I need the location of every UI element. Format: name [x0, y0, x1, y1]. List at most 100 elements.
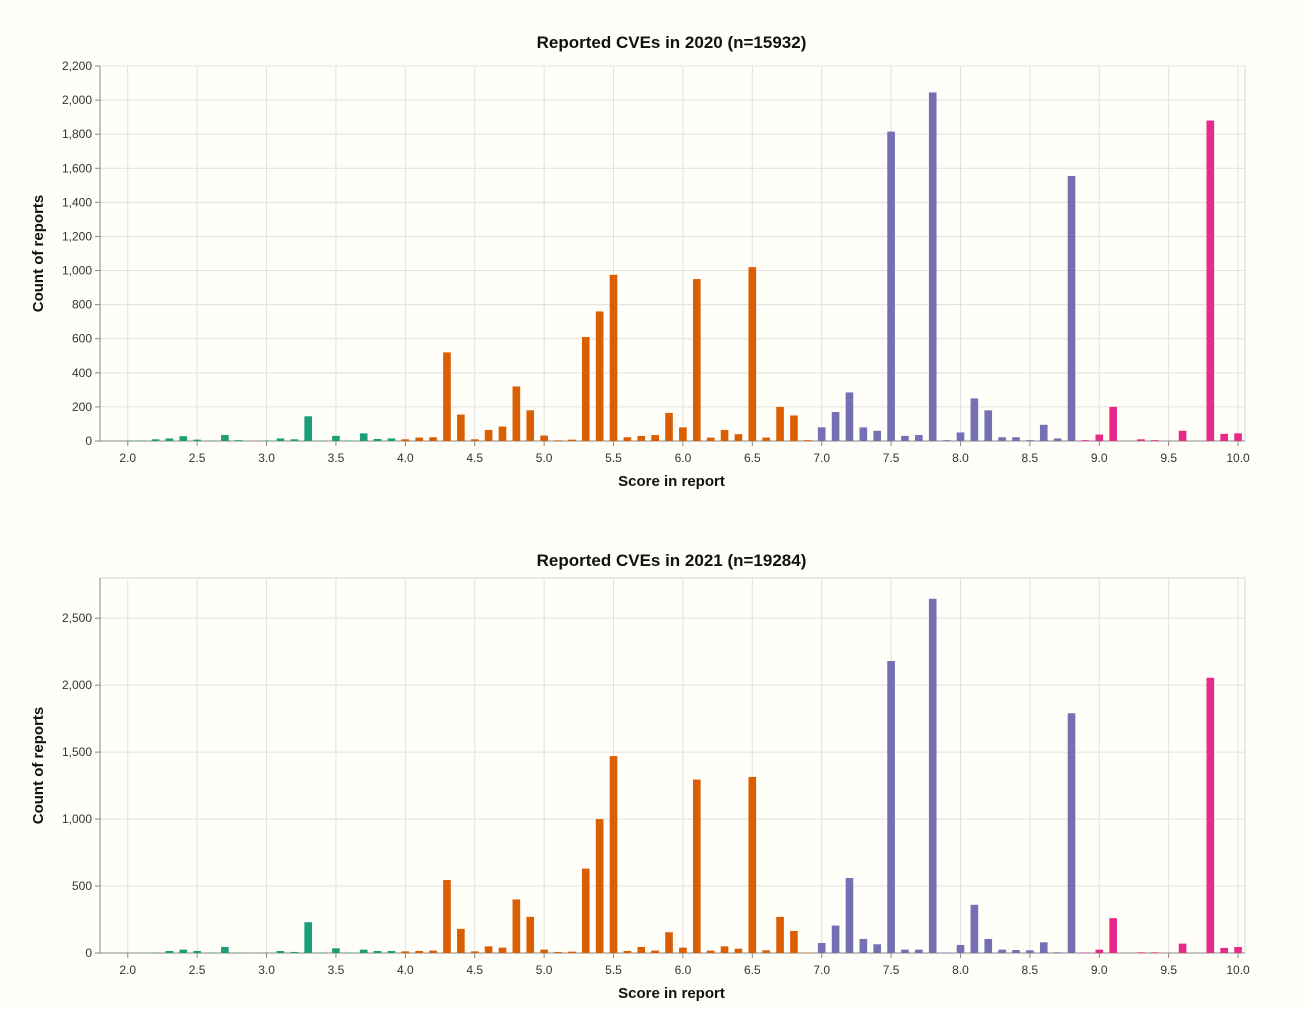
bar-low-2.5 [193, 950, 201, 953]
y-tick-label: 400 [72, 366, 92, 380]
bar-low-3.1 [276, 950, 285, 953]
bar-medium-4.5 [470, 439, 479, 441]
x-tick-label: 2.5 [189, 451, 206, 465]
bar-critical-9.6 [1178, 943, 1187, 953]
bar-medium-6.8 [790, 415, 798, 441]
bar-low-3.1 [276, 438, 285, 441]
bar-high-8.8 [1067, 713, 1076, 953]
bar-critical-9.1 [1109, 918, 1117, 953]
bar-critical-9.8 [1206, 677, 1215, 953]
bar-high-7.2 [845, 878, 854, 953]
bar-high-7.5 [887, 131, 895, 441]
y-tick-label: 2,200 [62, 59, 92, 73]
bar-high-7.3 [859, 938, 868, 953]
bar-low-3.3 [304, 922, 312, 953]
bar-medium-4.8 [512, 386, 521, 441]
bar-high-7.5 [887, 661, 895, 953]
bar-medium-6.9 [804, 440, 812, 441]
bar-medium-5.0 [540, 949, 548, 953]
x-tick-label: 7.0 [813, 963, 830, 977]
bar-medium-6.6 [762, 437, 770, 441]
y-tick-label: 1,500 [62, 745, 92, 759]
x-tick-label: 8.5 [1022, 451, 1039, 465]
bar-medium-6.1 [692, 779, 701, 953]
bar-medium-4.1 [415, 950, 424, 953]
bar-low-3.2 [290, 439, 299, 441]
bar-high-8.3 [998, 437, 1006, 441]
bar-medium-6.0 [679, 947, 687, 953]
bar-critical-10.0 [1234, 433, 1242, 441]
bar-high-7.6 [901, 949, 909, 953]
x-tick-label: 3.5 [328, 963, 345, 977]
bar-high-7.4 [873, 430, 882, 441]
bar-high-7.8 [928, 92, 937, 441]
bar-low-3.2 [290, 951, 299, 953]
y-tick-label: 200 [72, 400, 92, 414]
bar-medium-5.8 [651, 435, 659, 441]
bar-high-7.1 [831, 925, 840, 953]
bar-critical-9.3 [1137, 439, 1145, 441]
x-tick-label: 5.0 [536, 451, 553, 465]
bar-critical-9.0 [1095, 434, 1104, 441]
bar-medium-5.3 [581, 868, 590, 953]
bar-low-3.7 [359, 949, 368, 953]
bar-high-7.9 [942, 440, 951, 441]
y-tick-label: 1,000 [62, 812, 92, 826]
y-tick-label: 2,000 [62, 93, 92, 107]
bar-low-3.5 [332, 435, 340, 441]
x-tick-label: 7.0 [813, 451, 830, 465]
y-tick-label: 600 [72, 332, 92, 346]
bar-medium-5.1 [554, 440, 562, 441]
bar-high-8.0 [956, 944, 965, 953]
bar-high-8.3 [998, 949, 1006, 953]
bar-critical-9.9 [1220, 947, 1228, 953]
y-tick-label: 1,000 [62, 264, 92, 278]
bar-high-7.3 [859, 427, 868, 441]
bar-critical-10.0 [1234, 946, 1242, 953]
x-tick-label: 6.0 [675, 451, 692, 465]
chart-title: Reported CVEs in 2021 (n=19284) [537, 551, 807, 570]
x-tick-label: 5.0 [536, 963, 553, 977]
x-tick-label: 6.0 [675, 963, 692, 977]
bar-high-7.8 [928, 598, 937, 953]
bar-medium-5.3 [581, 337, 590, 441]
bar-medium-5.8 [651, 950, 659, 953]
x-tick-label: 5.5 [605, 963, 622, 977]
bar-low-2.3 [165, 950, 174, 953]
bar-high-8.7 [1053, 952, 1062, 953]
bar-critical-9.0 [1095, 949, 1104, 953]
bar-medium-4.2 [429, 437, 437, 441]
bar-medium-4.6 [484, 429, 493, 441]
bar-medium-6.3 [720, 429, 729, 441]
bar-medium-4.4 [457, 414, 465, 441]
bar-high-8.2 [984, 938, 993, 953]
bar-low-2.2 [151, 439, 160, 441]
bar-medium-5.0 [540, 435, 548, 441]
x-axis-title: Score in report [618, 985, 725, 1002]
bar-medium-6.0 [679, 427, 687, 441]
x-tick-label: 5.5 [605, 451, 622, 465]
bar-medium-6.1 [692, 279, 701, 441]
x-tick-label: 9.0 [1091, 963, 1108, 977]
x-tick-label: 2.5 [189, 963, 206, 977]
y-tick-label: 500 [72, 879, 92, 893]
bar-medium-6.7 [776, 406, 784, 441]
bar-medium-4.0 [401, 439, 410, 441]
bar-medium-4.3 [443, 880, 451, 953]
bar-low-2.3 [165, 438, 174, 441]
x-tick-label: 6.5 [744, 451, 761, 465]
bar-medium-4.0 [401, 951, 410, 953]
bar-medium-6.7 [776, 916, 784, 953]
x-axis-title: Score in report [618, 473, 725, 490]
bar-critical-9.3 [1137, 952, 1145, 953]
bar-high-7.1 [831, 412, 840, 441]
bar-medium-6.2 [706, 950, 715, 953]
bar-medium-4.5 [470, 951, 479, 953]
bar-low-3.7 [359, 433, 368, 441]
x-tick-label: 4.5 [466, 963, 483, 977]
x-tick-label: 2.0 [119, 963, 136, 977]
bar-medium-5.6 [623, 437, 632, 441]
y-tick-label: 0 [85, 434, 92, 448]
bar-medium-6.3 [720, 946, 729, 953]
bar-medium-4.8 [512, 899, 521, 953]
